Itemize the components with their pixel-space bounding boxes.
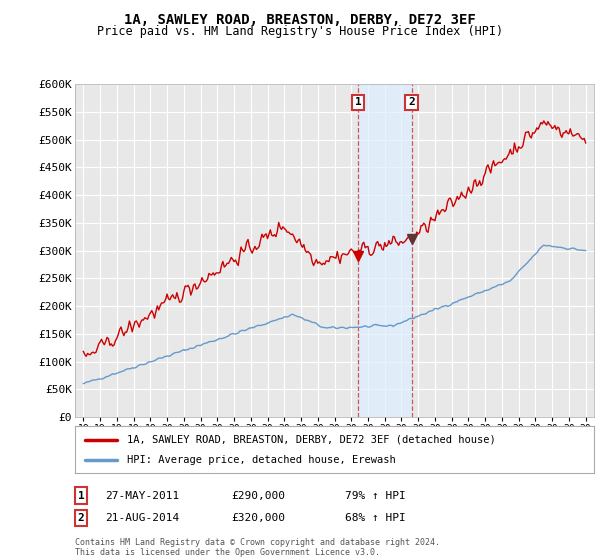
Text: 1A, SAWLEY ROAD, BREASTON, DERBY, DE72 3EF (detached house): 1A, SAWLEY ROAD, BREASTON, DERBY, DE72 3…: [127, 435, 496, 445]
Text: 2: 2: [408, 97, 415, 108]
Text: HPI: Average price, detached house, Erewash: HPI: Average price, detached house, Erew…: [127, 455, 395, 465]
Text: Contains HM Land Registry data © Crown copyright and database right 2024.
This d: Contains HM Land Registry data © Crown c…: [75, 538, 440, 557]
Bar: [358, 84, 412, 417]
Text: 1: 1: [77, 491, 85, 501]
Text: £320,000: £320,000: [231, 513, 285, 523]
Text: £290,000: £290,000: [231, 491, 285, 501]
Text: 1A, SAWLEY ROAD, BREASTON, DERBY, DE72 3EF: 1A, SAWLEY ROAD, BREASTON, DERBY, DE72 3…: [124, 13, 476, 27]
Text: 21-AUG-2014: 21-AUG-2014: [105, 513, 179, 523]
Text: 68% ↑ HPI: 68% ↑ HPI: [345, 513, 406, 523]
Text: 79% ↑ HPI: 79% ↑ HPI: [345, 491, 406, 501]
Text: Price paid vs. HM Land Registry's House Price Index (HPI): Price paid vs. HM Land Registry's House …: [97, 25, 503, 39]
Text: 2: 2: [77, 513, 85, 523]
Text: 1: 1: [355, 97, 361, 108]
Text: 27-MAY-2011: 27-MAY-2011: [105, 491, 179, 501]
